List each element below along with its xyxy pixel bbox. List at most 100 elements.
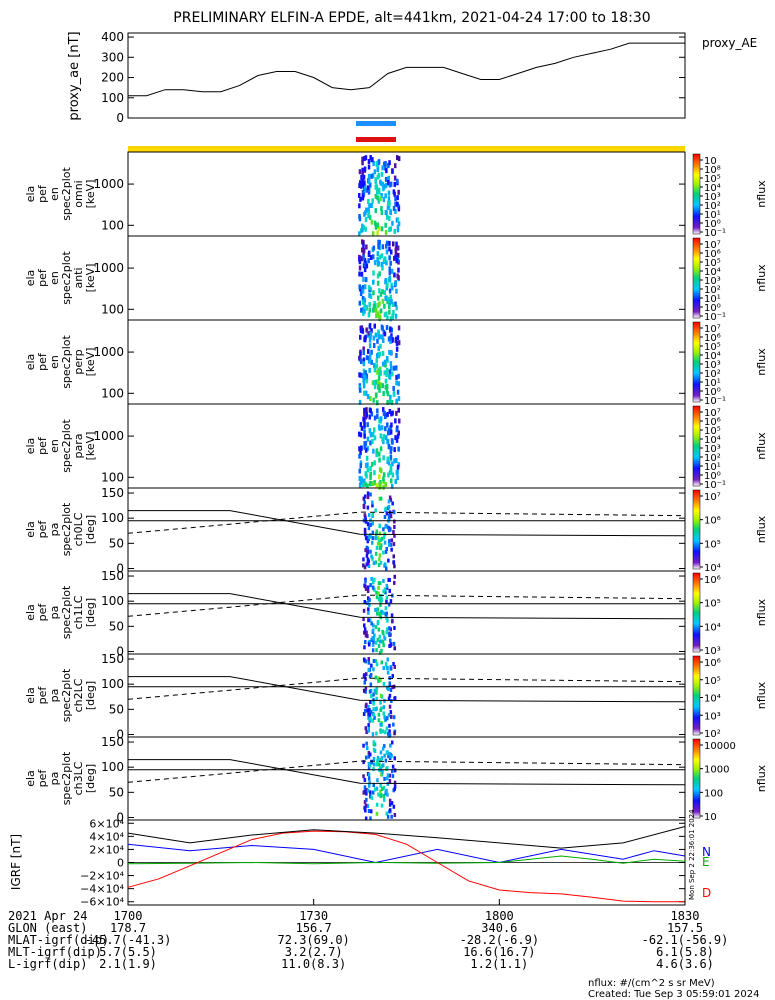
spectrogram-cell xyxy=(379,729,383,734)
spectrogram-cell xyxy=(372,335,376,341)
spectrogram-cell xyxy=(395,437,399,443)
spectrogram-cell xyxy=(391,472,395,478)
spectrogram-cell xyxy=(371,173,375,179)
spectrogram-cell xyxy=(370,411,374,417)
heatmap-ylabel-line: en xyxy=(48,355,61,369)
spectrogram-cell xyxy=(384,506,387,511)
spectrogram-cell xyxy=(377,239,380,245)
spectrogram-cell xyxy=(368,203,371,208)
spectrogram-cell xyxy=(365,373,369,379)
spectrogram-cell xyxy=(392,560,396,565)
spectrogram-cell xyxy=(393,731,396,736)
spectrogram-cell xyxy=(368,250,371,256)
spectrogram-cell xyxy=(358,482,362,488)
colorbar-tick-label: 10⁻¹ xyxy=(704,396,726,407)
colorbar-tick-label: 10³ xyxy=(704,360,721,371)
spectrogram-cell xyxy=(392,365,396,371)
xaxis-row-label: GLON (east) xyxy=(8,921,87,935)
colorbar-tick-label: 10⁶ xyxy=(704,417,721,428)
spectrogram-cell xyxy=(369,794,372,799)
spectrogram-cell xyxy=(362,790,365,795)
spectrogram-cell xyxy=(374,607,377,612)
spectrogram-cell xyxy=(388,644,391,648)
spectrogram-cell xyxy=(364,447,368,453)
colorbar-tick-label: 10² xyxy=(704,201,721,212)
spectrogram-cell xyxy=(395,410,398,416)
spectrogram-cell xyxy=(387,444,391,450)
spectrogram-cell xyxy=(378,457,381,463)
heatmap-ylabel-line: pef xyxy=(36,603,49,622)
spectrogram-cell xyxy=(372,742,376,747)
spectrogram-cell xyxy=(388,288,392,294)
spectrogram-cell xyxy=(375,696,378,701)
spectrogram-cell xyxy=(363,600,366,604)
spectrogram-cell xyxy=(391,220,394,226)
spectrogram-cell xyxy=(384,378,388,384)
spectrogram-cell xyxy=(370,809,373,814)
heatmap-ylabel-line: perp xyxy=(72,349,85,374)
spectrogram-cell xyxy=(370,554,373,559)
spectrogram-cell xyxy=(367,189,371,195)
spectrogram-cell xyxy=(395,374,398,380)
spectrogram-cell xyxy=(375,363,379,369)
spectrogram-cell xyxy=(379,722,382,727)
heatmap-ytick-label: 100 xyxy=(101,594,124,608)
spectrogram-cell xyxy=(364,579,367,584)
spectrogram-cell xyxy=(385,665,389,670)
colorbar xyxy=(692,738,701,819)
spectrogram-cell xyxy=(394,208,397,214)
colorbar-tick-label: 10⁴ xyxy=(704,183,721,194)
spectrogram-cell xyxy=(375,811,379,816)
igrf-legend-E: E xyxy=(702,855,710,869)
spectrogram-cell xyxy=(363,284,367,290)
spectrogram-cell xyxy=(395,398,398,404)
spectrogram-cell xyxy=(383,515,387,519)
spectrogram-cell xyxy=(393,768,397,773)
spectrogram-cell xyxy=(377,627,381,632)
spectrogram-cell xyxy=(387,336,391,342)
spectrogram-cell xyxy=(390,400,394,405)
spectrogram-cell xyxy=(380,660,383,665)
spectrogram-cell xyxy=(368,179,371,185)
spectrogram-cell xyxy=(391,410,394,416)
heatmap-ylabel-line: ch2LC xyxy=(72,678,85,712)
spectrogram-cell xyxy=(371,718,375,723)
colorbar-label: nflux xyxy=(755,598,768,626)
spectrogram-cell xyxy=(378,474,381,480)
spectrogram-cell xyxy=(363,565,367,570)
spectrogram-cell xyxy=(363,630,366,635)
spectrogram-cell xyxy=(368,618,372,623)
spectrogram-cell xyxy=(367,776,371,781)
spectrogram-cell xyxy=(391,285,394,291)
spectrogram-cell xyxy=(389,294,392,300)
spectrogram-cell xyxy=(378,546,382,550)
spectrogram-cell xyxy=(391,769,394,774)
spectrogram-cell xyxy=(373,260,377,266)
spectrogram-cell xyxy=(388,409,392,414)
spectrogram-cell xyxy=(363,494,367,499)
spectrogram-cell xyxy=(383,753,386,758)
spectrogram-cell xyxy=(367,751,371,755)
spectrogram-cell xyxy=(379,383,382,388)
spectrogram-cell xyxy=(386,282,389,288)
colorbar-label: nflux xyxy=(755,681,768,709)
heatmap-ylabel-line: para xyxy=(72,434,85,459)
spectrogram-cell xyxy=(393,533,396,538)
spectrogram-cell xyxy=(383,587,387,592)
colorbar-tick-label: 10⁴ xyxy=(704,351,721,362)
spectrogram-cell xyxy=(389,497,393,502)
spectrogram-cell xyxy=(384,717,388,722)
spectrogram-cell xyxy=(391,314,394,320)
spectrogram-cell xyxy=(383,331,387,337)
heatmap-ytick-label: 100 xyxy=(101,302,124,316)
heatmap-ylabel-line: [keV] xyxy=(84,432,97,461)
spectrogram-cell xyxy=(381,729,384,734)
colorbar xyxy=(692,237,701,319)
spectrogram-cell xyxy=(381,350,385,356)
spectrogram-cell xyxy=(363,529,367,534)
spectrogram-cell xyxy=(374,640,378,645)
spectrogram-cell xyxy=(359,291,363,297)
spectrogram-cell xyxy=(392,641,396,646)
spectrogram-cell xyxy=(390,814,393,819)
spectrogram-cell xyxy=(371,231,375,237)
